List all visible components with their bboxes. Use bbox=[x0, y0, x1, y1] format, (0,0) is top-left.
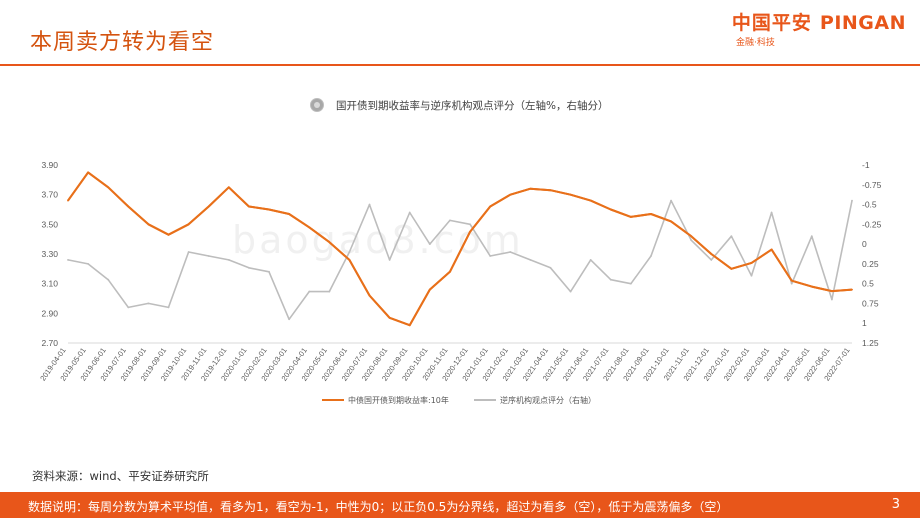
score-point bbox=[67, 259, 69, 261]
score-point bbox=[107, 278, 110, 281]
chart-title: 国开债到期收益率与逆序机构观点评分（左轴%，右轴分） bbox=[336, 100, 609, 112]
y-left-tick-label: 3.10 bbox=[41, 279, 58, 289]
score-point bbox=[227, 259, 230, 261]
score-point bbox=[388, 259, 391, 261]
slide-title: 本周卖方转为看空 bbox=[30, 30, 215, 55]
legend-label: 中债国开债到期收益率:10年 bbox=[348, 395, 449, 405]
score-line bbox=[67, 199, 853, 321]
data-note: 数据说明：每周分数为算术平均值，看多为1，看空为-1，中性为0；以正负0.5为分… bbox=[28, 500, 729, 514]
brand-cn-text: 中国平安 bbox=[731, 12, 812, 34]
score-point bbox=[87, 262, 90, 265]
y-left-tick-label: 2.90 bbox=[41, 308, 58, 318]
y-right-tick-label: 0.25 bbox=[862, 259, 879, 269]
y-right-tick-label: 0.5 bbox=[862, 279, 874, 289]
score-point bbox=[187, 251, 190, 253]
page-number: 3 bbox=[891, 497, 900, 512]
score-point bbox=[368, 203, 371, 206]
legend-label: 逆序机构观点评分（右轴） bbox=[500, 395, 596, 405]
y-right-tick-label: -0.75 bbox=[862, 180, 882, 190]
score-point bbox=[408, 211, 411, 214]
line-chart: 3.90 3.70 3.50 3.30 3.10 2.90 2.70 -1 -0.75 -0.5 -… bbox=[38, 160, 882, 405]
y-right-tick-label: -1 bbox=[862, 160, 870, 170]
pingan-logo: 中国平安 PINGAN 金融·科技 bbox=[706, 8, 906, 48]
y-right-tick-label: 0.75 bbox=[862, 298, 879, 308]
score-point bbox=[629, 282, 632, 285]
score-point bbox=[569, 290, 572, 293]
score-point bbox=[308, 290, 311, 293]
score-point bbox=[207, 255, 210, 257]
score-point bbox=[770, 211, 773, 214]
score-point bbox=[750, 274, 753, 277]
footer-bar: 数据说明：每周分数为算术平均值，看多为1，看空为-1，中性为0；以正负0.5为分… bbox=[0, 492, 920, 518]
y-right-tick-label: 1.25 bbox=[862, 338, 879, 348]
score-point bbox=[348, 251, 351, 253]
score-point bbox=[328, 290, 331, 293]
score-point bbox=[830, 298, 833, 301]
score-point bbox=[509, 251, 512, 253]
score-point bbox=[650, 255, 652, 257]
score-point bbox=[469, 223, 471, 226]
score-point bbox=[710, 259, 713, 261]
score-point bbox=[549, 266, 552, 269]
y-right-tick-label: 0 bbox=[862, 239, 867, 249]
score-point bbox=[428, 243, 431, 246]
score-point bbox=[248, 266, 250, 269]
y-left-tick-label: 3.30 bbox=[41, 249, 58, 259]
y-left-tick-label: 2.70 bbox=[41, 338, 58, 348]
y-left-tick-label: 3.70 bbox=[41, 190, 58, 200]
y-left-tick-label: 3.90 bbox=[41, 160, 58, 170]
score-point bbox=[288, 318, 291, 321]
score-point bbox=[529, 259, 532, 261]
data-source: 资料来源：wind、平安证券研究所 bbox=[32, 469, 209, 483]
y-right-tick-label: -0.5 bbox=[862, 200, 877, 210]
score-point bbox=[167, 306, 170, 309]
score-point bbox=[851, 199, 853, 202]
brand-tagline: 金融·科技 bbox=[736, 38, 775, 48]
score-point bbox=[489, 255, 492, 257]
score-point bbox=[810, 235, 813, 238]
score-point bbox=[790, 282, 793, 285]
score-point bbox=[147, 302, 150, 305]
score-point bbox=[670, 199, 672, 202]
bond-yield-line bbox=[67, 171, 853, 327]
score-point bbox=[589, 259, 592, 261]
score-point bbox=[730, 235, 733, 238]
bond-yield-line-overlay bbox=[67, 171, 853, 327]
y-left-tick-label: 3.50 bbox=[41, 219, 58, 229]
chart-title-bullet-icon bbox=[310, 98, 324, 112]
y-right-tick-label: -0.25 bbox=[862, 219, 882, 229]
score-point bbox=[268, 270, 270, 273]
score-point bbox=[690, 239, 693, 242]
header-divider bbox=[0, 64, 920, 66]
brand-en-text: PINGAN bbox=[819, 12, 906, 34]
score-point bbox=[449, 219, 451, 222]
score-point bbox=[127, 306, 130, 309]
score-point bbox=[609, 278, 612, 281]
y-right-tick-label: 1 bbox=[862, 318, 867, 328]
